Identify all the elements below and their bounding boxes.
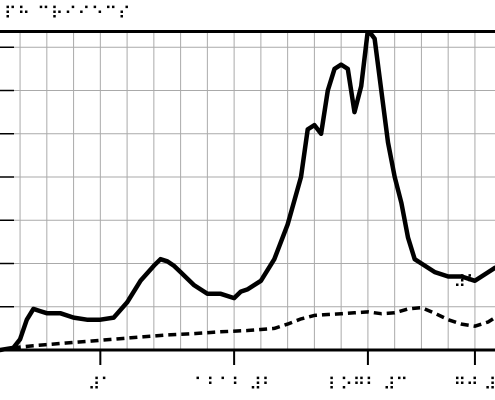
- header-band: ⠏⠓ ⠉⠗⠊⠊⠑⠉⠎: [0, 0, 495, 33]
- dashed-series-line: [0, 305, 495, 352]
- series-layer: [0, 27, 495, 353]
- solid-series-line: [0, 27, 495, 353]
- x-tick-label: ⠼⠁: [88, 375, 113, 395]
- gridlines: [0, 3, 495, 351]
- chart-title: ⠏⠓ ⠉⠗⠊⠊⠑⠉⠎: [4, 4, 132, 24]
- x-axis: ⠼⠁ ⠁⠃⠁⠃ ⠼⠃ ⠇⠕⠛⠃ ⠼⠉ ⠛⠚ ⠼: [0, 348, 495, 400]
- x-tick-label: ⠁⠃⠁⠃ ⠼⠃: [194, 375, 274, 395]
- x-tick-label: ⠇⠕⠛⠃ ⠼⠉: [328, 375, 408, 395]
- x-tick-label: ⠛⠚ ⠼: [454, 375, 495, 395]
- x-axis-band: [0, 350, 495, 400]
- labels-layer: ⠁⠂⠁⠾⠼⠓: [454, 15, 495, 292]
- series-label: ⠼⠓: [454, 272, 479, 292]
